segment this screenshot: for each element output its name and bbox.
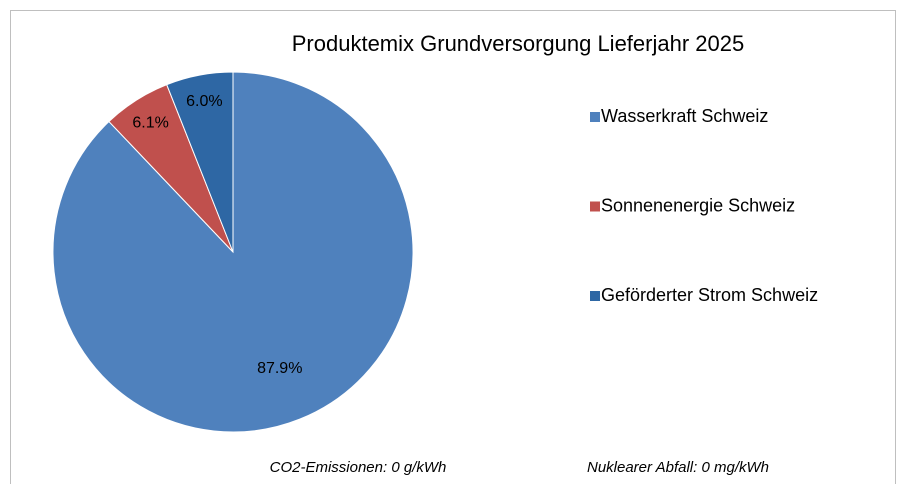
chart-title: Produktemix Grundversorgung Lieferjahr 2… (292, 31, 744, 56)
legend-swatch (590, 291, 600, 301)
annotation: CO2-Emissionen: 0 g/kWh (270, 459, 447, 476)
legend-label: Sonnenenergie Schweiz (601, 195, 795, 215)
data-label: 6.0% (186, 93, 222, 110)
data-label: 87.9% (257, 360, 302, 377)
legend-label: Wasserkraft Schweiz (601, 106, 768, 126)
data-label: 6.1% (132, 114, 168, 131)
legend-swatch (590, 112, 600, 122)
pie-slice (166, 71, 234, 253)
annotation: Nuklearer Abfall: 0 mg/kWh (587, 459, 769, 476)
legend-label: Geförderter Strom Schweiz (601, 285, 818, 305)
legend-swatch (590, 201, 600, 212)
pie-slice (52, 71, 414, 433)
